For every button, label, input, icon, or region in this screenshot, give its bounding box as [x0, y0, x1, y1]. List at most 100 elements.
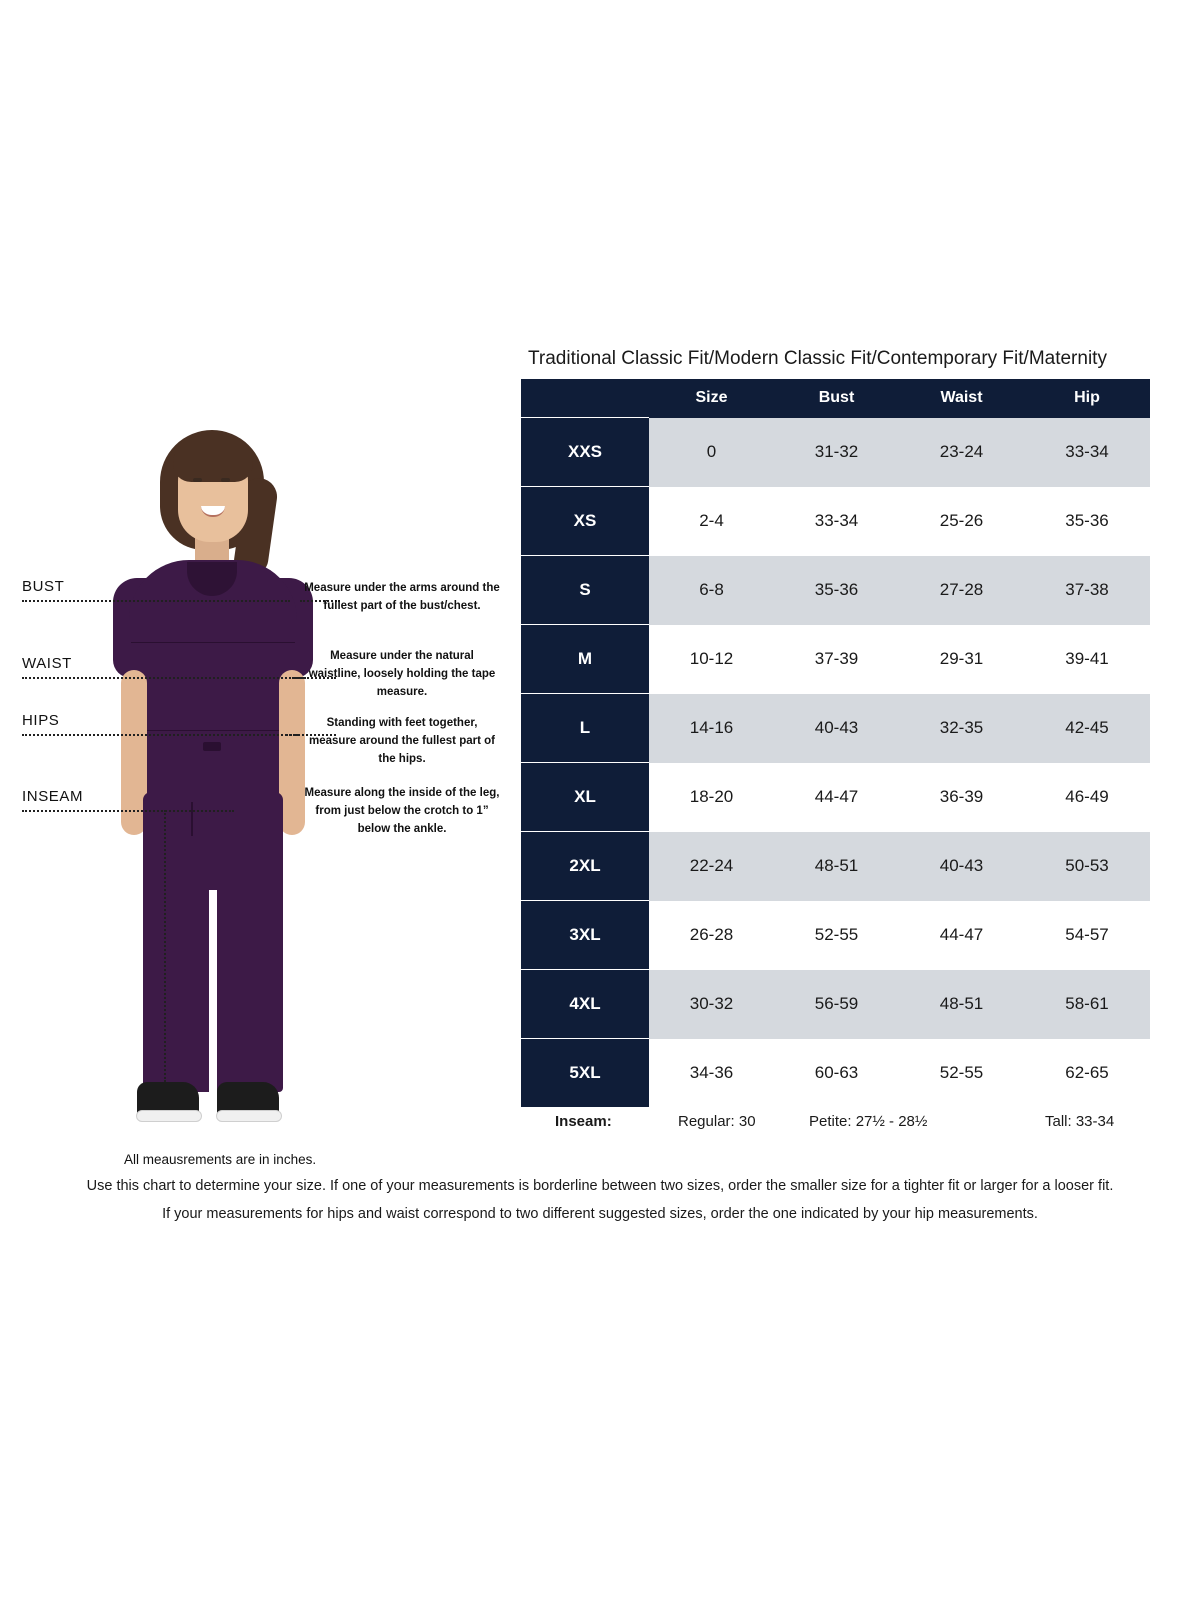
cell-size: 26-28	[649, 900, 774, 970]
cell-bust: 52-55	[774, 900, 899, 970]
cell-hip: 62-65	[1024, 1038, 1150, 1108]
cell-bust: 40-43	[774, 693, 899, 763]
cell-size: 30-32	[649, 969, 774, 1039]
table-row: XXS 0 31-32 23-24 33-34	[521, 417, 1150, 487]
model-photo	[105, 420, 320, 1140]
cell-hip: 33-34	[1024, 417, 1150, 487]
model-arm-left	[121, 670, 147, 835]
table-row: 4XL 30-32 56-59 48-51 58-61	[521, 969, 1150, 1039]
cell-bust: 48-51	[774, 831, 899, 901]
cell-hip: 46-49	[1024, 762, 1150, 832]
row-label: 2XL	[521, 831, 649, 901]
instruction-bust: Measure under the arms around the fulles…	[304, 582, 500, 612]
cell-size: 10-12	[649, 624, 774, 694]
model-smile	[201, 506, 225, 517]
cell-bust: 31-32	[774, 417, 899, 487]
row-label: 5XL	[521, 1038, 649, 1108]
inseam-label: Inseam:	[555, 1113, 612, 1130]
model-drawstring	[191, 802, 193, 836]
row-label: XXS	[521, 417, 649, 487]
guide-line-waist-left	[22, 677, 306, 679]
cell-bust: 35-36	[774, 555, 899, 625]
instruction-inseam: Measure along the inside of the leg, fro…	[304, 787, 500, 835]
model-scrub-top	[129, 560, 297, 800]
guide-line-inseam-vertical	[164, 810, 166, 1082]
cell-hip: 42-45	[1024, 693, 1150, 763]
cell-waist: 25-26	[899, 486, 1024, 556]
cell-hip: 54-57	[1024, 900, 1150, 970]
cell-size: 6-8	[649, 555, 774, 625]
model-sole-left	[136, 1110, 202, 1122]
cell-bust: 37-39	[774, 624, 899, 694]
row-label: L	[521, 693, 649, 763]
instruction-hips: Standing with feet together, measure aro…	[309, 717, 495, 765]
cell-waist: 29-31	[899, 624, 1024, 694]
header-waist: Waist	[899, 379, 1024, 418]
cell-hip: 37-38	[1024, 555, 1150, 625]
cell-waist: 23-24	[899, 417, 1024, 487]
model-top-seam	[131, 642, 295, 643]
footer-notes: Use this chart to determine your size. I…	[0, 1176, 1200, 1232]
cell-hip: 58-61	[1024, 969, 1150, 1039]
model-waist-seam	[133, 730, 293, 731]
guide-line-inseam-top	[22, 810, 234, 812]
header-size: Size	[649, 379, 774, 418]
inseam-regular: Regular: 30	[678, 1113, 756, 1130]
table-row: L 14-16 40-43 32-35 42-45	[521, 693, 1150, 763]
row-label: S	[521, 555, 649, 625]
footer-line-1: Use this chart to determine your size. I…	[86, 1178, 1114, 1194]
cell-bust: 44-47	[774, 762, 899, 832]
inseam-petite: Petite: 27½ - 28½	[809, 1113, 928, 1130]
header-hip: Hip	[1024, 379, 1150, 418]
row-label: 3XL	[521, 900, 649, 970]
measurement-label-bust: BUST	[22, 578, 65, 595]
inseam-row: Inseam: Regular: 30 Petite: 27½ - 28½ Ta…	[521, 1105, 1150, 1147]
measurement-diagram: BUST Measure under the arms around the f…	[0, 400, 510, 1180]
model-arm-right	[279, 670, 305, 835]
model-pant-leg-gap	[209, 890, 217, 1092]
cell-hip: 50-53	[1024, 831, 1150, 901]
measurement-label-waist: WAIST	[22, 655, 72, 672]
units-note: All meausrements are in inches.	[124, 1152, 317, 1167]
instruction-waist: Measure under the natural waistline, loo…	[308, 650, 496, 698]
cell-hip: 39-41	[1024, 624, 1150, 694]
cell-waist: 52-55	[899, 1038, 1024, 1108]
model-hair-front	[173, 436, 253, 482]
table-row: XL 18-20 44-47 36-39 46-49	[521, 762, 1150, 832]
cell-waist: 27-28	[899, 555, 1024, 625]
measurement-label-hips: HIPS	[22, 712, 60, 729]
cell-waist: 36-39	[899, 762, 1024, 832]
guide-line-hips-left	[22, 734, 298, 736]
guide-line-hips-right	[286, 734, 336, 736]
cell-bust: 56-59	[774, 969, 899, 1039]
model-eye-right	[221, 478, 230, 482]
guide-line-bust-right	[300, 600, 340, 602]
cell-bust: 33-34	[774, 486, 899, 556]
cell-waist: 40-43	[899, 831, 1024, 901]
row-label: 4XL	[521, 969, 649, 1039]
guide-line-waist-right	[292, 677, 336, 679]
table-row: 2XL 22-24 48-51 40-43 50-53	[521, 831, 1150, 901]
measurement-label-inseam: INSEAM	[22, 788, 84, 805]
table-row: S 6-8 35-36 27-28 37-38	[521, 555, 1150, 625]
row-label: XL	[521, 762, 649, 832]
table-header-row: Size Bust Waist Hip	[521, 379, 1150, 418]
model-brand-logo	[203, 742, 221, 751]
cell-size: 34-36	[649, 1038, 774, 1108]
guide-line-bust-left	[22, 600, 290, 602]
cell-size: 18-20	[649, 762, 774, 832]
footer-line-2: If your measurements for hips and waist …	[162, 1205, 1038, 1222]
cell-waist: 32-35	[899, 693, 1024, 763]
cell-waist: 48-51	[899, 969, 1024, 1039]
table-row: XS 2-4 33-34 25-26 35-36	[521, 486, 1150, 556]
cell-size: 2-4	[649, 486, 774, 556]
row-label: XS	[521, 486, 649, 556]
row-label: M	[521, 624, 649, 694]
table-row: M 10-12 37-39 29-31 39-41	[521, 624, 1150, 694]
cell-waist: 44-47	[899, 900, 1024, 970]
cell-hip: 35-36	[1024, 486, 1150, 556]
chart-title: Traditional Classic Fit/Modern Classic F…	[528, 348, 1107, 369]
inseam-tall: Tall: 33-34	[1045, 1113, 1115, 1130]
cell-size: 22-24	[649, 831, 774, 901]
model-sole-right	[216, 1110, 282, 1122]
